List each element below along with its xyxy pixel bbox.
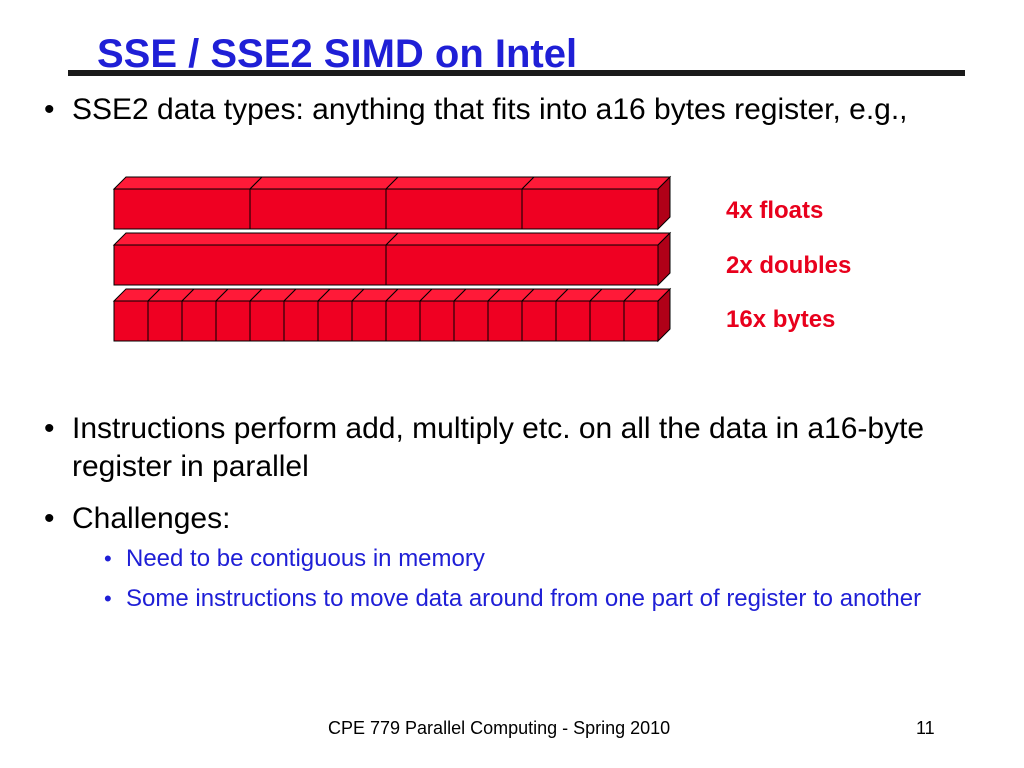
lane-front-face bbox=[453, 300, 489, 342]
register-floats-lane bbox=[112, 176, 264, 230]
footer-page-number: 11 bbox=[916, 718, 935, 738]
lane-top-face bbox=[112, 176, 264, 190]
lane-front-face bbox=[419, 300, 455, 342]
bullet-data-types: • SSE2 data types: anything that fits in… bbox=[44, 91, 984, 129]
register-label-floats: 4x floats bbox=[726, 197, 824, 224]
register-bytes-lane bbox=[282, 288, 332, 342]
lane-front-face bbox=[113, 188, 251, 230]
register-label-doubles: 2x doubles bbox=[726, 252, 852, 279]
register-bytes-lane bbox=[350, 288, 400, 342]
register-bytes-lane bbox=[554, 288, 604, 342]
lane-front-face bbox=[113, 300, 149, 342]
sub-bullet-text: Need to be contiguous in memory bbox=[126, 545, 485, 572]
bullet-dot: • bbox=[44, 412, 55, 445]
register-doubles-lane bbox=[112, 232, 400, 286]
lane-front-face bbox=[317, 300, 353, 342]
lane-front-face bbox=[521, 300, 557, 342]
lane-top-face bbox=[384, 232, 672, 246]
lane-front-face bbox=[249, 188, 387, 230]
sub-bullet-text: Some instructions to move data around fr… bbox=[126, 585, 922, 612]
lane-front-face bbox=[487, 300, 523, 342]
register-floats-lane bbox=[248, 176, 400, 230]
register-bytes-lane bbox=[486, 288, 536, 342]
lane-front-face bbox=[385, 300, 421, 342]
bullet-dot: • bbox=[44, 502, 55, 535]
title-underline bbox=[68, 70, 965, 76]
slide-title: SSE / SSE2 SIMD on Intel bbox=[97, 32, 578, 76]
register-bytes-lane bbox=[146, 288, 196, 342]
register-floats bbox=[112, 175, 672, 231]
register-bytes-lane bbox=[214, 288, 264, 342]
lane-top-face bbox=[112, 232, 400, 246]
register-doubles-lane bbox=[384, 231, 672, 287]
lane-front-face bbox=[555, 300, 591, 342]
register-floats-lane bbox=[520, 175, 672, 231]
bullet-dot: • bbox=[44, 93, 55, 126]
lane-top-face bbox=[520, 176, 672, 190]
register-bytes-lane bbox=[112, 288, 162, 342]
sub-bullet-dot: • bbox=[104, 546, 112, 571]
sub-bullet-move-data: • Some instructions to move data around … bbox=[104, 583, 984, 615]
bullet-text: SSE2 data types: anything that fits into… bbox=[72, 93, 908, 126]
register-label-bytes: 16x bytes bbox=[726, 306, 836, 333]
register-floats-lane bbox=[384, 176, 536, 230]
lane-front-face bbox=[385, 188, 523, 230]
bullet-text: Instructions perform add, multiply etc. … bbox=[72, 412, 925, 483]
register-bytes-lane bbox=[520, 288, 570, 342]
lane-top-face bbox=[384, 176, 536, 190]
lane-front-face bbox=[385, 244, 659, 286]
register-bytes-lane bbox=[588, 288, 638, 342]
bullet-challenges: • Challenges: bbox=[44, 500, 944, 538]
bullet-text: Challenges: bbox=[72, 502, 231, 535]
sub-bullet-contiguous: • Need to be contiguous in memory bbox=[104, 543, 984, 575]
bullet-instructions: • Instructions perform add, multiply etc… bbox=[44, 410, 994, 486]
lane-front-face bbox=[521, 188, 659, 230]
register-bytes-lane bbox=[418, 288, 468, 342]
register-bytes-lane bbox=[622, 287, 672, 343]
lane-front-face bbox=[215, 300, 251, 342]
lane-front-face bbox=[351, 300, 387, 342]
lane-front-face bbox=[181, 300, 217, 342]
lane-front-face bbox=[589, 300, 625, 342]
register-doubles bbox=[112, 231, 672, 287]
lane-top-face bbox=[248, 176, 400, 190]
footer-course: CPE 779 Parallel Computing - Spring 2010 bbox=[328, 718, 671, 738]
lane-front-face bbox=[147, 300, 183, 342]
sub-bullet-dot: • bbox=[104, 586, 112, 611]
lane-front-face bbox=[283, 300, 319, 342]
lane-front-face bbox=[623, 300, 659, 342]
register-bytes bbox=[112, 287, 672, 343]
register-bytes-lane bbox=[180, 288, 230, 342]
lane-front-face bbox=[113, 244, 387, 286]
lane-front-face bbox=[249, 300, 285, 342]
register-bytes-lane bbox=[248, 288, 298, 342]
